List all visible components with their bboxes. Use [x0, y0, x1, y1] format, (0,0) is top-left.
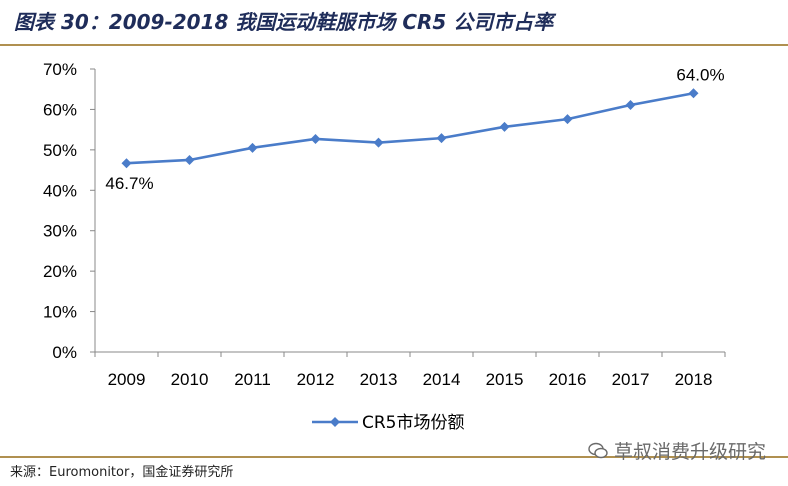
- x-tick-label: 2014: [423, 370, 461, 389]
- chart-title: 图表 30：2009-2018 我国运动鞋服市场 CR5 公司市占率: [14, 10, 554, 34]
- y-tick-label: 70%: [43, 60, 77, 79]
- y-tick-label: 30%: [43, 222, 77, 241]
- y-tick-labels: 0% 10% 20% 30% 40% 50% 60% 70%: [43, 60, 77, 362]
- data-point: [247, 142, 258, 153]
- y-tick-label: 60%: [43, 100, 77, 119]
- data-point: [184, 154, 195, 165]
- data-label: 64.0%: [676, 65, 724, 84]
- data-point: [499, 121, 510, 132]
- top-divider: [0, 44, 788, 46]
- y-tick-label: 0%: [52, 343, 77, 362]
- x-tick-label: 2009: [108, 370, 146, 389]
- x-tick-label: 2010: [171, 370, 209, 389]
- series-cr5: [121, 88, 699, 169]
- y-tick-label: 10%: [43, 303, 77, 322]
- watermark: 草叔消费升级研究: [588, 437, 766, 464]
- series-line: [126, 91, 694, 165]
- data-label: 46.7%: [105, 174, 153, 193]
- data-point: [688, 88, 699, 99]
- x-tick-label: 2017: [612, 370, 650, 389]
- wechat-icon: [588, 442, 608, 458]
- chart-legend: CR5市场份额: [312, 413, 465, 433]
- x-tick-label: 2011: [234, 370, 271, 389]
- data-point: [121, 158, 132, 169]
- y-tick-label: 50%: [43, 141, 77, 160]
- x-tick-label: 2018: [675, 370, 713, 389]
- x-tick-label: 2016: [549, 370, 587, 389]
- y-tick-label: 20%: [43, 262, 77, 281]
- data-point: [373, 137, 384, 148]
- y-tick-label: 40%: [43, 181, 77, 200]
- source-note: 来源：Euromonitor，国金证券研究所: [10, 465, 234, 480]
- legend-label: CR5市场份额: [362, 413, 465, 433]
- x-tick-labels: 2009 2010 2011 2012 2013 2014 2015 2016 2017 2018: [108, 370, 713, 389]
- x-tick-label: 2012: [297, 370, 335, 389]
- bottom-divider: [0, 456, 788, 458]
- legend-marker: [330, 417, 340, 427]
- watermark-text: 草叔消费升级研究: [613, 441, 766, 463]
- data-labels: 46.7% 64.0%: [105, 65, 724, 193]
- data-point: [562, 114, 573, 125]
- data-point: [436, 133, 447, 144]
- x-tick-label: 2015: [486, 370, 524, 389]
- data-point: [310, 133, 321, 144]
- x-tick-label: 2013: [360, 370, 398, 389]
- data-point: [625, 99, 636, 110]
- chart-axes: [90, 68, 726, 357]
